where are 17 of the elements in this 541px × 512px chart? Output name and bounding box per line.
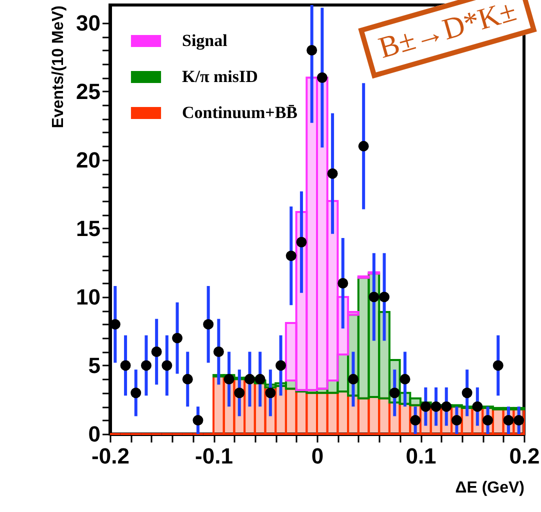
x-tick-label: -0.1 — [195, 444, 233, 468]
y-tick-label: 5 — [88, 352, 100, 378]
legend-label: Continuum+BB̄ — [182, 103, 298, 122]
y-tick-label: 25 — [76, 78, 100, 104]
y-tick-label: 20 — [76, 147, 100, 172]
y-tick-label: 30 — [76, 10, 100, 36]
y-tick-label: 10 — [76, 284, 100, 310]
y-axis-title: Events/(10 MeV) — [50, 6, 68, 128]
y-tick-label: 0 — [88, 422, 100, 446]
x-tick-label: 0 — [311, 444, 324, 468]
x-axis-title: ΔE (GeV) — [455, 480, 524, 496]
legend-label: Signal — [182, 31, 228, 50]
x-tick-label: 0.1 — [406, 444, 436, 468]
legend-label: K/π misID — [182, 67, 258, 86]
x-tick-label: 0.2 — [509, 444, 540, 468]
x-tick-label: -0.2 — [92, 444, 130, 468]
y-tick-label: 15 — [76, 216, 100, 241]
